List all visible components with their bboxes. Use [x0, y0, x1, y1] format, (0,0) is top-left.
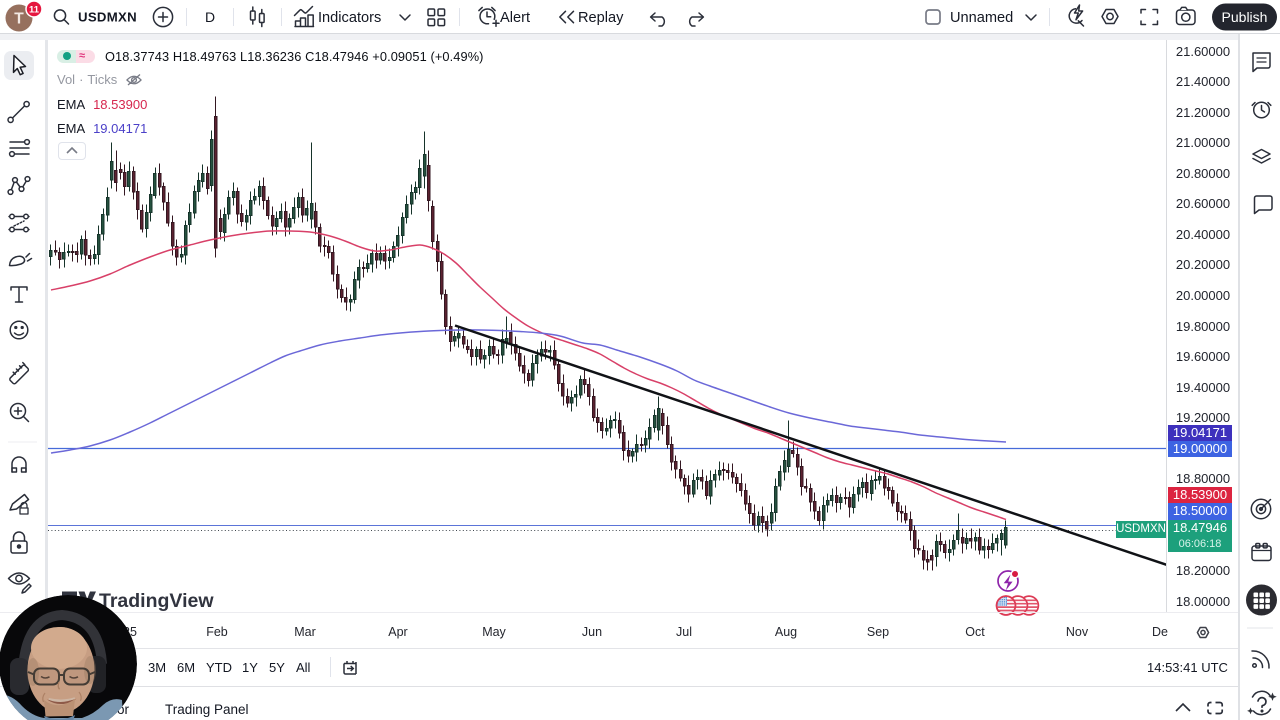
svg-text:11: 11: [29, 5, 40, 16]
svg-text:Unnamed: Unnamed: [950, 10, 1013, 26]
svg-text:Alert: Alert: [500, 10, 530, 26]
svg-text:T: T: [14, 11, 24, 28]
svg-text:USDMXN: USDMXN: [78, 10, 137, 25]
svg-text:Replay: Replay: [578, 10, 624, 26]
svg-text:Publish: Publish: [1222, 9, 1268, 25]
svg-text:Indicators: Indicators: [318, 10, 381, 26]
svg-text:D: D: [205, 9, 215, 25]
svg-text:TradingView: TradingView: [99, 590, 214, 612]
